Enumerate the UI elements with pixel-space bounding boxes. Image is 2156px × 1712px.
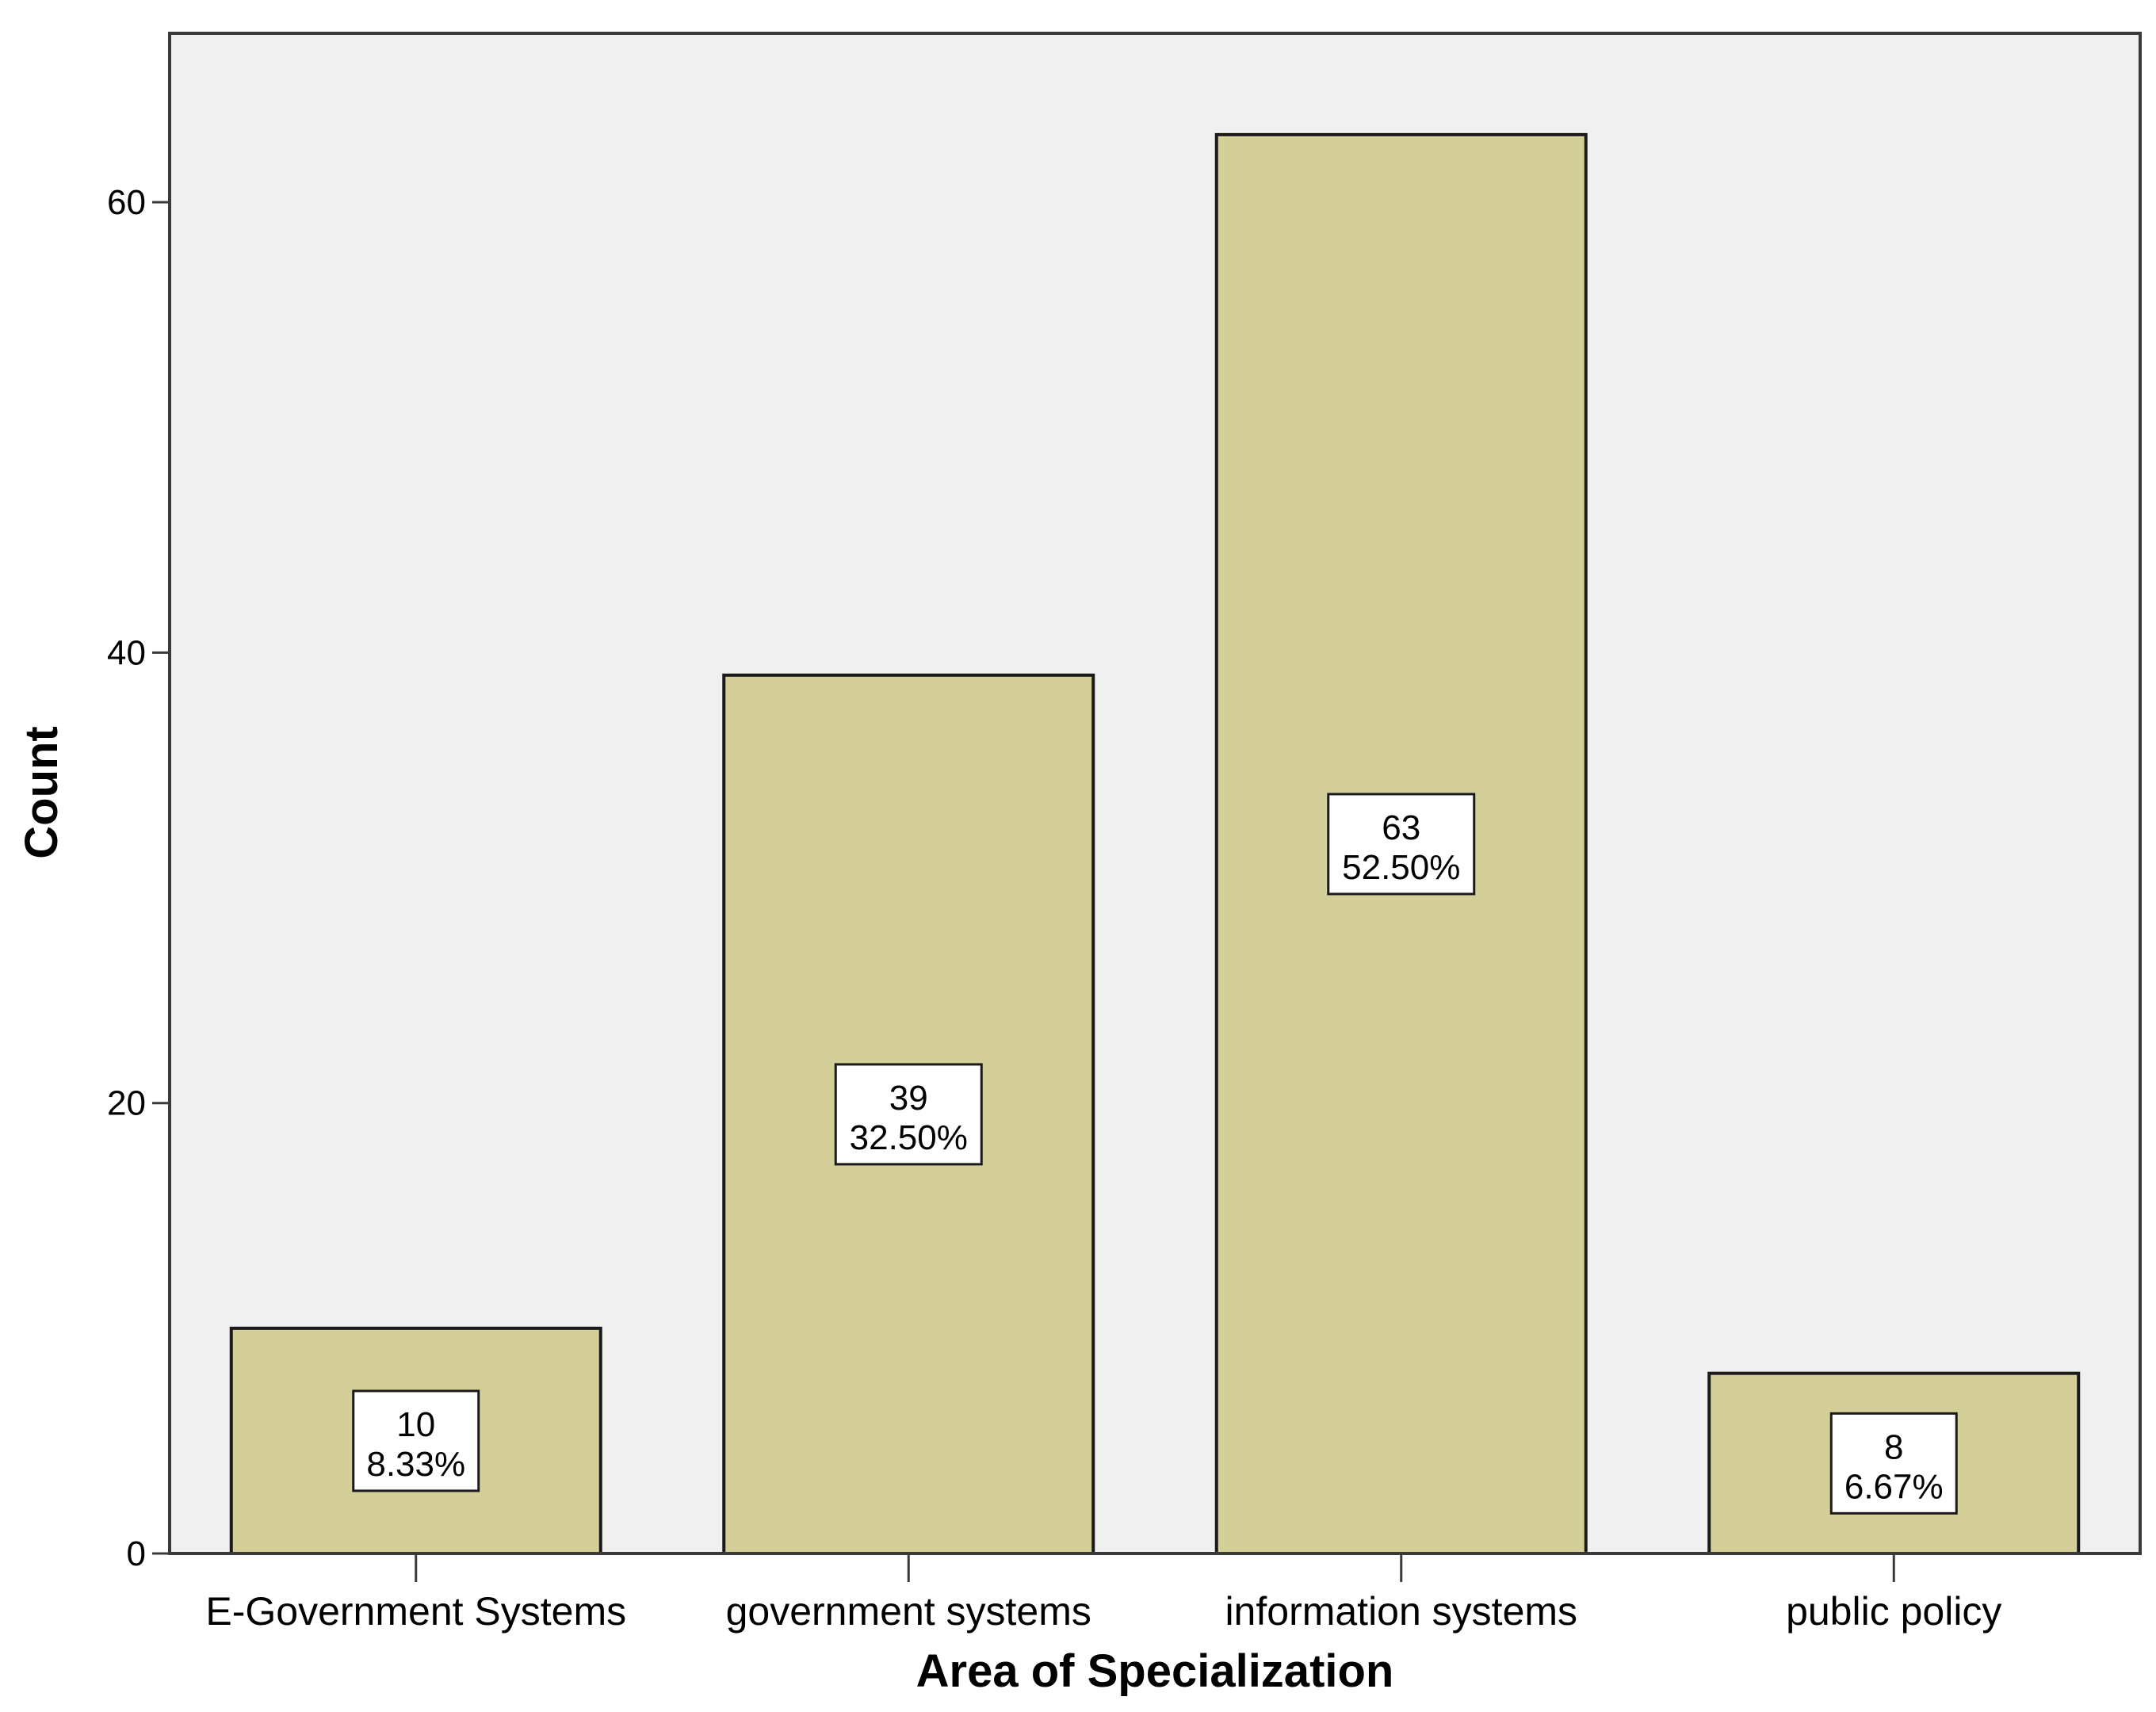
data-label-count: 63: [1382, 808, 1420, 847]
data-label-box: [834, 1063, 983, 1166]
x-axis: E-Government Systems government systems in…: [170, 1552, 2140, 1634]
y-tick-label: 60: [107, 183, 146, 222]
x-category-label: information systems: [1225, 1589, 1577, 1634]
data-label-percent: 6.67%: [1844, 1467, 1944, 1506]
data-label-percent: 32.50%: [850, 1118, 968, 1157]
data-label-box: [352, 1389, 480, 1492]
x-axis-title: Area of Specialization: [916, 1645, 1394, 1697]
data-label-box: [1327, 793, 1476, 896]
data-label-box: [1829, 1412, 1958, 1515]
data-label-count: 10: [396, 1405, 435, 1444]
x-category-label: E-Government Systems: [205, 1589, 626, 1634]
plot-area: [168, 32, 2142, 1555]
x-category-label: government systems: [726, 1589, 1091, 1634]
data-label-count: 8: [1884, 1427, 1903, 1466]
data-label-count: 39: [889, 1079, 928, 1118]
y-axis-title: Count: [16, 726, 67, 859]
data-label-percent: 52.50%: [1342, 848, 1460, 887]
y-tick-label: 0: [127, 1534, 146, 1573]
y-axis: 0 20 40 60: [107, 33, 171, 1573]
x-category-label: public policy: [1786, 1589, 2001, 1634]
y-tick-label: 20: [107, 1084, 146, 1123]
data-label-percent: 8.33%: [366, 1445, 465, 1484]
y-tick-label: 40: [107, 633, 146, 672]
